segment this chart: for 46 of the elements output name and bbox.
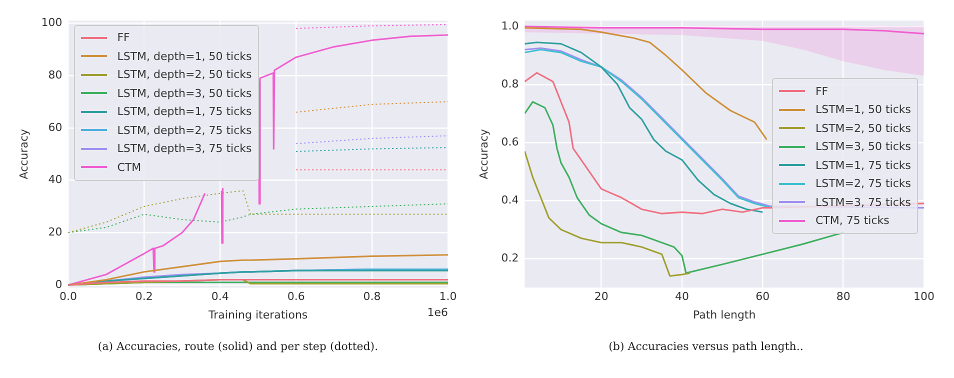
y-tick-label: 20 xyxy=(48,225,62,238)
legend-label: CTM xyxy=(117,160,142,174)
line-series xyxy=(68,190,448,234)
legend-label: LSTM, depth=3, 50 ticks xyxy=(117,86,252,100)
x-tick-label: 0.6 xyxy=(287,290,305,304)
legend-label: LSTM, depth=3, 75 ticks xyxy=(117,142,252,156)
legend-label: LSTM=3, 50 ticks xyxy=(815,140,911,154)
y-axis-title: Accuracy xyxy=(17,128,30,180)
x-tick-label: 0.8 xyxy=(363,290,381,304)
x-tick-label: 20 xyxy=(594,290,608,304)
legend-label: FF xyxy=(117,31,130,44)
y-tick-label: 80 xyxy=(48,68,62,82)
x-tick-label: 40 xyxy=(674,290,689,304)
legend-label: LSTM=1, 50 ticks xyxy=(815,103,911,116)
legend-label: FF xyxy=(815,84,828,98)
y-axis-title: Accuracy xyxy=(477,128,490,180)
legend-label: CTM, 75 ticks xyxy=(815,214,890,228)
legend-label: LSTM=2, 75 ticks xyxy=(815,177,911,190)
text: (a) Accuracies, route (solid) and per step (dotted). xyxy=(96,340,380,353)
y-tick-label: 40 xyxy=(48,173,62,186)
x-axis-title: Path length xyxy=(692,308,756,322)
y-tick-label: 60 xyxy=(48,120,62,134)
y-tick-label: 0.8 xyxy=(501,77,519,90)
legend-label: LSTM, depth=2, 50 ticks xyxy=(117,68,252,82)
legend-label: LSTM, depth=2, 75 ticks xyxy=(117,124,252,137)
x-tick-label: 60 xyxy=(756,290,770,304)
legend-label: LSTM, depth=1, 75 ticks xyxy=(117,105,252,118)
y-tick-label: 100 xyxy=(41,16,62,30)
text: (b) Accuracies versus path length.. xyxy=(608,340,804,353)
y-tick-label: 0.2 xyxy=(501,251,519,264)
legend-label: LSTM=3, 75 ticks xyxy=(815,196,911,209)
x-tick-label: 0.2 xyxy=(135,290,153,304)
x-tick-label: 0.0 xyxy=(59,290,77,304)
legend-label: LSTM=1, 75 ticks xyxy=(815,158,911,172)
x-tick-label: 100 xyxy=(914,290,934,304)
y-tick-label: 0.4 xyxy=(501,193,519,206)
y-tick-label: 0.6 xyxy=(501,135,519,148)
x-axis-title: Training iterations xyxy=(208,308,308,322)
x-tick-label: 1.0 xyxy=(439,290,457,304)
y-tick-label: 1.0 xyxy=(501,19,519,32)
y-tick-label: 0 xyxy=(55,278,62,291)
legend-label: LSTM, depth=1, 50 ticks xyxy=(117,50,252,63)
x-tick-label: 80 xyxy=(836,290,850,304)
x-tick-label: 0.4 xyxy=(211,290,229,304)
legend-label: LSTM=2, 50 ticks xyxy=(815,122,911,135)
text: 1e6 xyxy=(427,306,448,319)
